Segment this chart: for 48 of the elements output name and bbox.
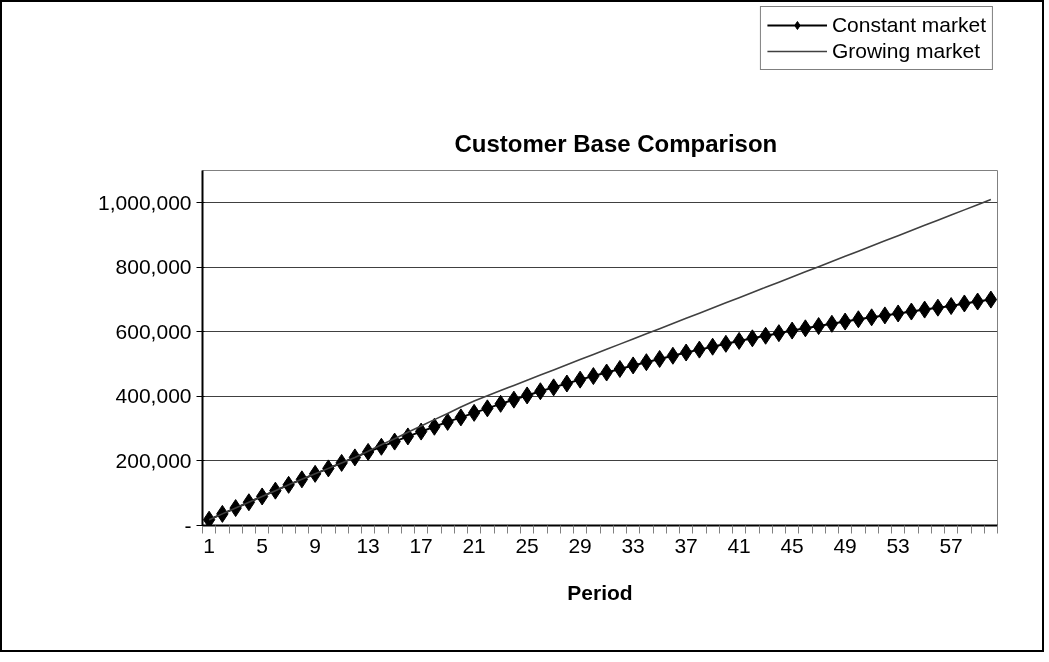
point (878, 306, 892, 325)
point (520, 386, 534, 405)
point (507, 390, 521, 409)
x-tick-label: 25 (515, 533, 539, 557)
point (626, 356, 640, 375)
point (838, 312, 852, 331)
point (931, 298, 945, 317)
x-tick-label: 9 (309, 533, 321, 557)
y-tick-label: 400,000 (115, 384, 192, 408)
legend-label: Growing market (831, 39, 981, 63)
y-tick-label: 800,000 (115, 255, 192, 279)
x-tick-label: 53 (886, 533, 910, 557)
x-tick-label: 41 (727, 533, 751, 557)
point (732, 331, 746, 350)
point (785, 321, 799, 340)
legend-label: Constant market (831, 13, 986, 37)
point (454, 408, 468, 427)
point (984, 290, 998, 309)
point (679, 343, 693, 362)
point (560, 374, 574, 393)
x-tick-label: 49 (833, 533, 857, 557)
y-tick-label: 1,000,000 (98, 190, 192, 214)
point (891, 304, 905, 323)
x-tick-label: 57 (939, 533, 963, 557)
point (414, 422, 428, 441)
point (467, 403, 481, 422)
x-tick-label: 29 (568, 533, 592, 557)
point (573, 370, 587, 389)
x-tick-label: 21 (462, 533, 486, 557)
point (613, 359, 627, 378)
point (825, 314, 839, 333)
point (202, 510, 216, 526)
point (772, 324, 786, 343)
x-tick-label: 45 (780, 533, 804, 557)
x-tick-label: 17 (409, 533, 433, 557)
x-tick-label: 13 (356, 533, 380, 557)
point (666, 346, 680, 365)
point (944, 297, 958, 316)
point (719, 334, 733, 353)
y-tick-label: 200,000 (115, 448, 192, 472)
x-tick-label: 37 (674, 533, 698, 557)
x-tick-label: 5 (256, 533, 268, 557)
y-tick-label: - (184, 513, 192, 537)
x-tick-label: 1 (203, 533, 215, 557)
chart-title: Customer Base Comparison (454, 129, 778, 157)
x-axis-title: Period (567, 580, 633, 604)
x-tick-label: 33 (621, 533, 645, 557)
y-tick-label: 600,000 (115, 319, 192, 343)
